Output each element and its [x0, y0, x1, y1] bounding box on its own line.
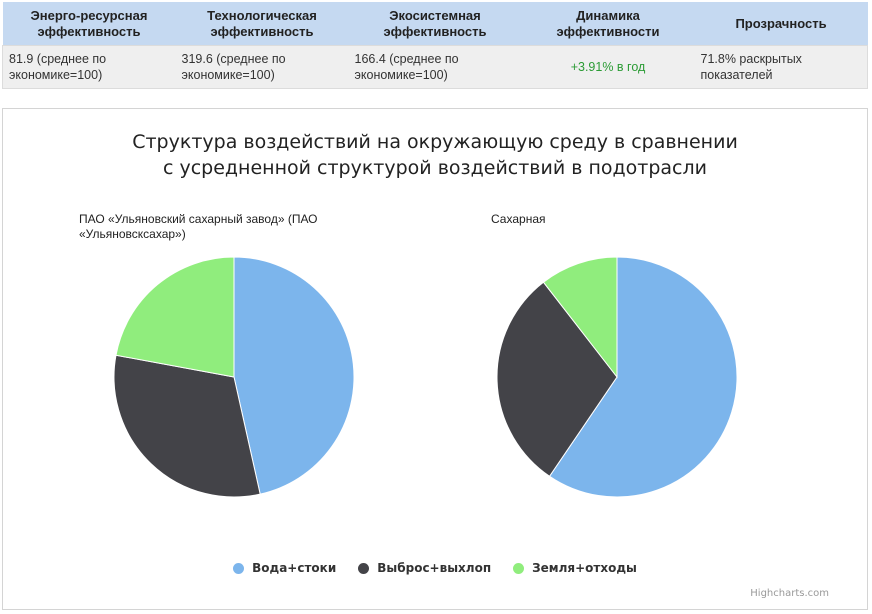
value-dynamics: +3.91% в год	[521, 45, 695, 89]
legend-label-water: Вода+стоки	[252, 561, 337, 575]
value-energy-resource: 81.9 (среднее по экономике=100)	[2, 45, 176, 89]
chart-title: Структура воздействий на окружающую сред…	[3, 129, 867, 181]
legend-item-emission[interactable]: Выброс+выхлоп	[358, 561, 491, 575]
legend: Вода+стоки Выброс+выхлоп Земля+отходы	[3, 561, 867, 575]
pie-subsector-slice-water[interactable]	[548, 256, 738, 498]
legend-dot-emission	[358, 562, 370, 574]
legend-dot-land	[513, 562, 525, 574]
pie-subsector-slice-emission[interactable]	[496, 281, 618, 477]
metrics-table: Энерго-ресурсная эффективность Технологи…	[2, 2, 868, 89]
pie-label-subsector: Сахарная	[491, 212, 546, 226]
metrics-value-row: 81.9 (среднее по экономике=100) 319.6 (с…	[2, 45, 868, 89]
header-transparency: Прозрачность	[694, 2, 868, 46]
legend-label-land: Земля+отходы	[532, 561, 637, 575]
value-technological: 319.6 (среднее по экономике=100)	[175, 45, 349, 89]
credits-link[interactable]: Highcharts.com	[750, 588, 829, 599]
pie-label-company: ПАО «Ульяновский сахарный завод» (ПАО «У…	[79, 212, 318, 241]
legend-item-water[interactable]: Вода+стоки	[233, 561, 336, 575]
metrics-header-row: Энерго-ресурсная эффективность Технологи…	[2, 2, 868, 46]
pie-company-slice-water[interactable]	[233, 256, 355, 495]
header-dynamics: Динамика эффективности	[521, 2, 695, 46]
chart-title-text: Структура воздействий на окружающую сред…	[132, 131, 738, 179]
value-transparency: 71.8% раскрытых показателей	[694, 45, 868, 89]
chart-card: Структура воздействий на окружающую сред…	[2, 108, 868, 610]
legend-label-emission: Выброс+выхлоп	[377, 561, 492, 575]
pie-subsector-slice-land[interactable]	[542, 256, 618, 379]
value-ecosystem: 166.4 (среднее по экономике=100)	[348, 45, 522, 89]
header-ecosystem: Экосистемная эффективность	[348, 2, 522, 46]
pie-charts	[113, 256, 738, 498]
header-energy-resource: Энерго-ресурсная эффективность	[2, 2, 176, 46]
legend-dot-water	[233, 562, 245, 574]
header-technological: Технологическая эффективность	[175, 2, 349, 46]
pie-company-slice-land[interactable]	[115, 256, 235, 378]
pie-company-slice-emission[interactable]	[113, 354, 261, 498]
legend-item-land[interactable]: Земля+отходы	[513, 561, 637, 575]
